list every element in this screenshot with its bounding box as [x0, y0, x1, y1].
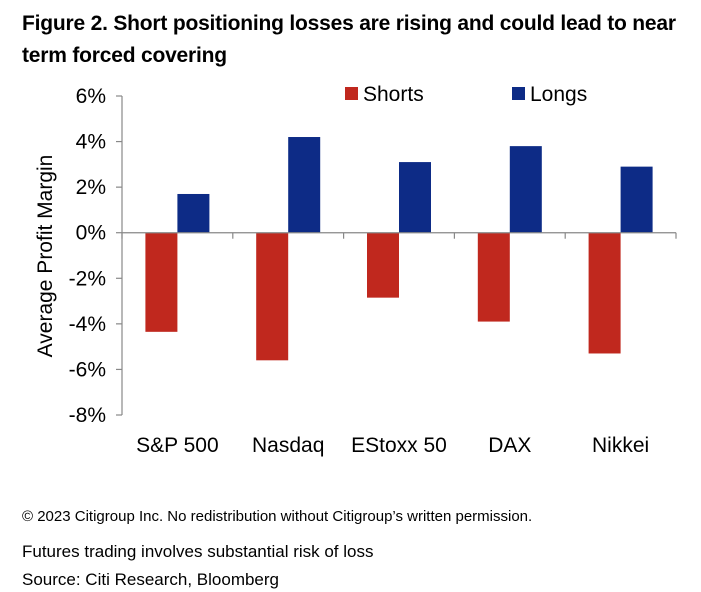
- x-tick-label: Nasdaq: [252, 434, 324, 457]
- bar-shorts: [145, 232, 178, 332]
- legend: Shorts Longs: [345, 83, 587, 106]
- copyright-note: © 2023 Citigroup Inc. No redistribution …: [22, 508, 533, 525]
- legend-label-shorts: Shorts: [363, 83, 424, 106]
- x-tick-label: EStoxx 50: [351, 434, 447, 457]
- y-axis: 6% 4% 2% 0% -2% -4% -6% -8%: [69, 85, 123, 427]
- legend-swatch-longs: [512, 87, 525, 100]
- bar-shorts: [256, 232, 289, 361]
- bar-longs: [509, 146, 542, 233]
- y-axis-label: Average Profit Margin: [34, 155, 57, 358]
- legend-swatch-shorts: [345, 87, 358, 100]
- bar-longs: [177, 193, 210, 233]
- x-tick-label: S&P 500: [136, 434, 219, 457]
- bar-chart: 6% 4% 2% 0% -2% -4% -6% -8% S&P 500 Nasdaq EStoxx…: [34, 83, 677, 457]
- x-tick-label: DAX: [488, 434, 531, 457]
- x-tick-label: Nikkei: [592, 434, 649, 457]
- chart-title: Figure 2. Short positioning losses are r…: [22, 12, 676, 67]
- y-tick-label: 0%: [76, 222, 106, 245]
- risk-note: Futures trading involves substantial ris…: [22, 542, 374, 561]
- source-note: Source: Citi Research, Bloomberg: [22, 570, 280, 589]
- x-axis: S&P 500 Nasdaq EStoxx 50 DAX Nikkei: [121, 232, 677, 457]
- bars: [145, 137, 653, 361]
- y-tick-label: -6%: [69, 358, 106, 381]
- bar-shorts: [477, 232, 510, 322]
- bar-shorts: [588, 232, 621, 354]
- y-tick-label: 6%: [76, 85, 106, 108]
- y-tick-label: -8%: [69, 404, 106, 427]
- bar-longs: [620, 166, 653, 233]
- y-tick-label: -4%: [69, 313, 106, 336]
- bar-shorts: [367, 232, 399, 298]
- y-tick-label: -2%: [69, 267, 106, 290]
- bar-longs: [399, 162, 431, 233]
- y-tick-label: 2%: [76, 176, 106, 199]
- y-tick-label: 4%: [76, 131, 106, 154]
- legend-label-longs: Longs: [530, 83, 587, 106]
- bar-longs: [288, 137, 321, 233]
